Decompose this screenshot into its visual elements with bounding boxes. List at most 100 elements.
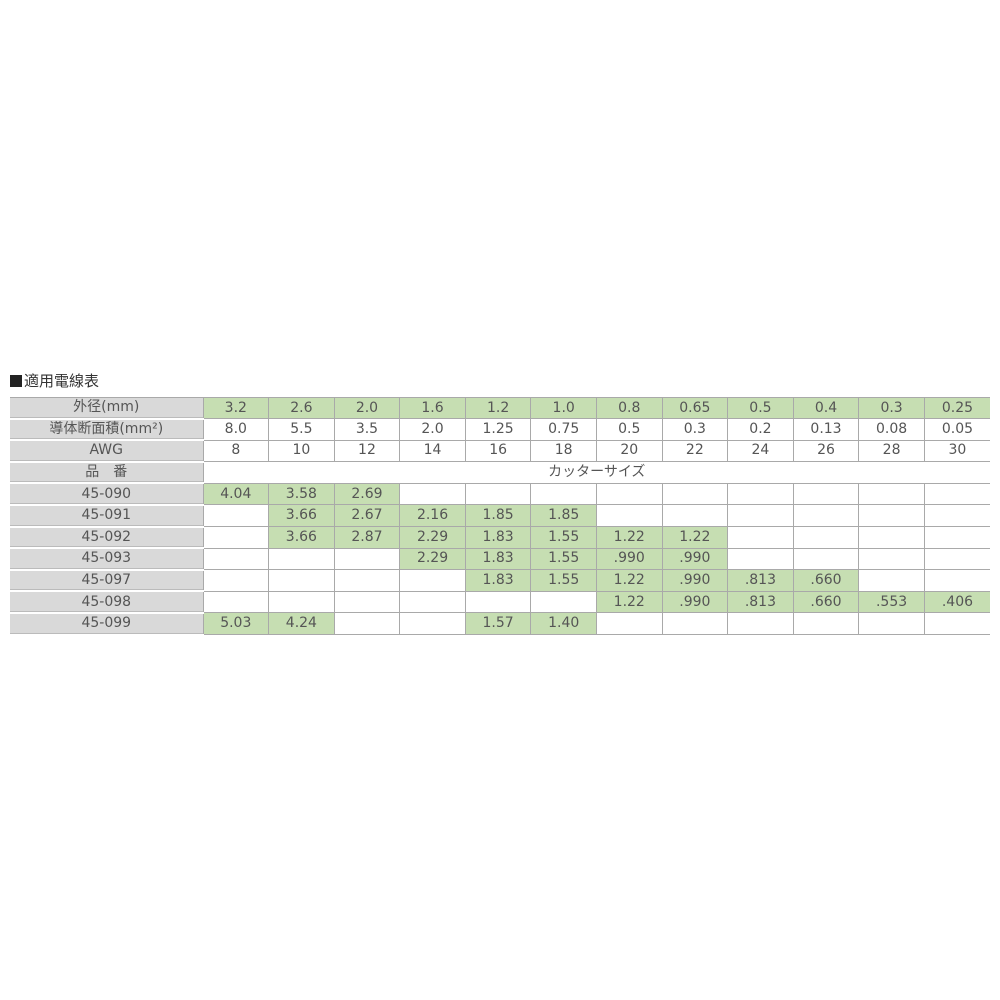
cutter-size-cell: 1.22 (595, 526, 663, 549)
header-cell: 8.0 (202, 418, 269, 441)
table-row: 45-092 3.66 2.87 2.29 1.83 1.55 1.22 1.22 (10, 526, 990, 550)
cutter-size-cell (399, 591, 466, 614)
header-cell: 28 (858, 440, 925, 463)
cutter-size-cell: .990 (661, 591, 728, 614)
cutter-size-cell (858, 612, 925, 636)
part-number-label: 品 番 (10, 461, 203, 485)
table-row: 45-098 1.22.990.813.660.553.406 (10, 591, 990, 614)
cutter-size-cell (268, 548, 335, 571)
cutter-size-cell (530, 483, 597, 506)
cutter-size-cell (661, 612, 728, 636)
row-label: AWG (10, 440, 203, 463)
cutter-size-cell: .990 (661, 569, 728, 592)
cutter-size-cell (202, 591, 269, 614)
cutter-size-cell (792, 612, 859, 636)
table-row: 45-097 1.83 1.55 1.22.990.813.660 (10, 569, 990, 593)
part-number: 45-093 (10, 548, 203, 571)
header-cell: 5.5 (268, 418, 335, 441)
cutter-size-cell: 1.22 (595, 569, 663, 592)
cutter-size-cell (661, 504, 728, 528)
cutter-size-cell: .406 (923, 591, 990, 614)
cutter-size-cell (858, 548, 925, 571)
header-cell: 10 (268, 440, 335, 463)
table-row: 45-093 2.29 1.83 1.55.990.990 (10, 548, 990, 571)
header-cell: 0.13 (792, 418, 859, 441)
cutter-size-cell (333, 612, 400, 636)
cutter-size-cell (727, 548, 794, 571)
cutter-size-cell: 5.03 (202, 612, 269, 636)
row-label: 導体断面積(mm²) (10, 418, 203, 442)
cutter-size-cell: 3.58 (268, 483, 335, 506)
cutter-size-cell: 1.85 (530, 504, 597, 528)
cutter-size-cell (858, 526, 925, 549)
square-bullet-icon (10, 375, 22, 387)
cutter-size-cell (923, 526, 990, 549)
header-cell: 0.3 (858, 396, 925, 420)
part-number: 45-090 (10, 483, 203, 506)
cutter-size-cell (923, 483, 990, 506)
header-cell: 8 (202, 440, 269, 463)
cutter-size-cell (595, 612, 663, 636)
header-cell: 0.05 (923, 418, 990, 441)
cutter-size-cell: 2.69 (333, 483, 400, 506)
header-cell: 20 (595, 440, 663, 463)
cutter-size-cell (399, 569, 466, 592)
part-number: 45-098 (10, 591, 203, 614)
header-cell: 3.5 (333, 418, 400, 441)
cutter-size-cell (464, 591, 531, 614)
cutter-size-cell: 1.55 (530, 526, 597, 549)
cutter-size-cell: .553 (858, 591, 925, 614)
header-cell: 2.0 (399, 418, 466, 441)
cutter-size-cell: 1.85 (464, 504, 531, 528)
header-cell: 0.65 (661, 396, 728, 420)
cutter-size-cell (333, 591, 400, 614)
cutter-size-cell: 2.29 (399, 548, 466, 571)
cutter-size-cell (792, 526, 859, 549)
cutter-size-cell: .660 (792, 569, 859, 592)
cutter-size-cell: .660 (792, 591, 859, 614)
cutter-size-cell (399, 612, 466, 636)
table-row: 45-090 4.04 3.58 2.69 (10, 483, 990, 506)
cutter-size-cell: 1.55 (530, 548, 597, 571)
cutter-size-cell (727, 504, 794, 528)
title-text: 適用電線表 (24, 372, 100, 390)
cutter-size-cell (727, 526, 794, 549)
cutter-size-cell: 1.83 (464, 548, 531, 571)
header-cell: 0.2 (727, 418, 794, 441)
cutter-size-cell (858, 504, 925, 528)
header-row: 外径(mm) 3.2 2.6 2.0 1.6 1.2 1.0 0.8 0.65 0.5 0.4 0.3… (10, 396, 990, 420)
cutter-size-cell: .990 (595, 548, 663, 571)
cutter-size-cell (333, 548, 400, 571)
cutter-size-cell: .990 (661, 548, 728, 571)
cutter-size-cell (923, 612, 990, 636)
header-row: 導体断面積(mm²) 8.0 5.5 3.5 2.0 1.25 0.75 0.5 0.3 0.2 0… (10, 418, 990, 442)
cutter-size-cell (530, 591, 597, 614)
table-row: 45-091 3.66 2.67 2.16 1.85 1.85 (10, 504, 990, 528)
header-cell: 0.3 (661, 418, 728, 441)
cutter-size-cell (727, 612, 794, 636)
header-cell: 1.0 (530, 396, 597, 420)
header-cell: 1.25 (464, 418, 531, 441)
cutter-size-cell: 1.55 (530, 569, 597, 592)
header-cell: 16 (464, 440, 531, 463)
cutter-size-cell: 2.16 (399, 504, 466, 528)
cutter-size-cell (792, 504, 859, 528)
cutter-size-cell (333, 569, 400, 592)
cutter-size-cell: .813 (727, 569, 794, 592)
header-cell: 22 (661, 440, 728, 463)
cutter-size-cell: 3.66 (268, 526, 335, 549)
cutter-size-cell (202, 548, 269, 571)
part-number: 45-092 (10, 526, 203, 550)
part-number: 45-097 (10, 569, 203, 593)
cutter-size-cell: 1.83 (464, 569, 531, 592)
header-cell: 1.2 (464, 396, 531, 420)
cutter-size-cell (858, 483, 925, 506)
cutter-size-cell: 2.29 (399, 526, 466, 549)
cutter-size-cell: 1.40 (530, 612, 597, 636)
table-title: 適用電線表 (10, 371, 99, 391)
cutter-size-cell (399, 483, 466, 506)
cutter-size-cell: 1.22 (661, 526, 728, 549)
cutter-size-cell (792, 483, 859, 506)
header-cell: 0.25 (923, 396, 990, 420)
header-cell: 14 (399, 440, 466, 463)
